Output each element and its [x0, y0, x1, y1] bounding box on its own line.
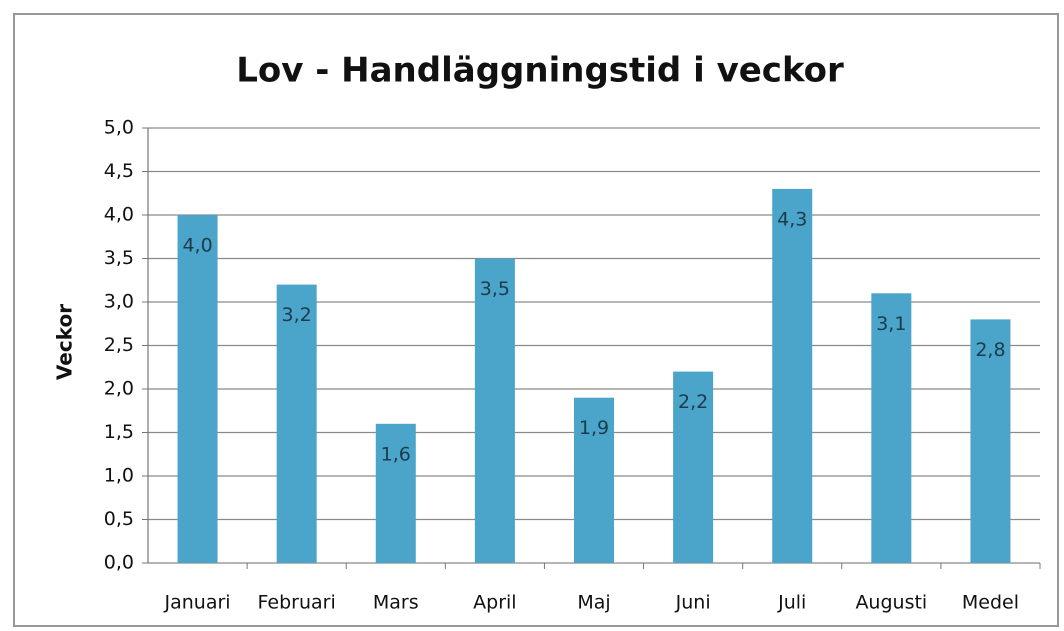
x-tick-label: Medel	[962, 592, 1019, 614]
y-tick-label: 0,5	[104, 508, 134, 530]
y-tick-label: 0,0	[104, 552, 134, 574]
x-tick-label: Juni	[675, 592, 711, 614]
value-label: 1,9	[579, 417, 609, 439]
bar	[772, 188, 813, 563]
bar	[177, 215, 218, 563]
x-tick-label: Maj	[577, 592, 610, 614]
value-label: 3,1	[876, 313, 906, 335]
y-tick-label: 3,0	[104, 291, 134, 313]
bar	[574, 397, 614, 563]
value-label: 2,8	[975, 339, 1005, 361]
bar	[970, 319, 1011, 563]
value-label: 3,5	[480, 278, 510, 300]
chart-border	[13, 13, 1059, 627]
y-tick-label: 1,5	[104, 421, 134, 443]
bar	[276, 284, 317, 563]
x-tick-label: Februari	[258, 592, 336, 614]
bar	[871, 293, 912, 563]
x-tick-label: Januari	[164, 592, 231, 614]
x-tick-label: Juli	[777, 592, 806, 614]
y-tick-label: 4,0	[104, 204, 134, 226]
x-tick-label: Augusti	[855, 592, 927, 614]
y-tick-label: 5,0	[104, 117, 134, 139]
y-tick-label: 2,0	[104, 378, 134, 400]
y-tick-label: 2,5	[104, 334, 134, 356]
value-label: 4,0	[182, 235, 212, 257]
value-label: 1,6	[381, 443, 411, 465]
bar	[375, 423, 416, 563]
y-tick-label: 3,5	[104, 247, 134, 269]
x-tick-label: Mars	[373, 592, 419, 614]
value-label: 3,2	[282, 304, 312, 326]
bar	[673, 371, 714, 563]
y-tick-label: 1,0	[104, 465, 134, 487]
value-label: 4,3	[777, 208, 807, 230]
x-tick-label: April	[473, 592, 516, 614]
y-axis-label: Veckor	[53, 304, 77, 380]
value-label: 2,2	[678, 391, 708, 413]
bar	[474, 258, 515, 563]
y-tick-label: 4,5	[104, 160, 134, 182]
chart-title: Lov - Handläggningstid i veckor	[236, 51, 844, 91]
